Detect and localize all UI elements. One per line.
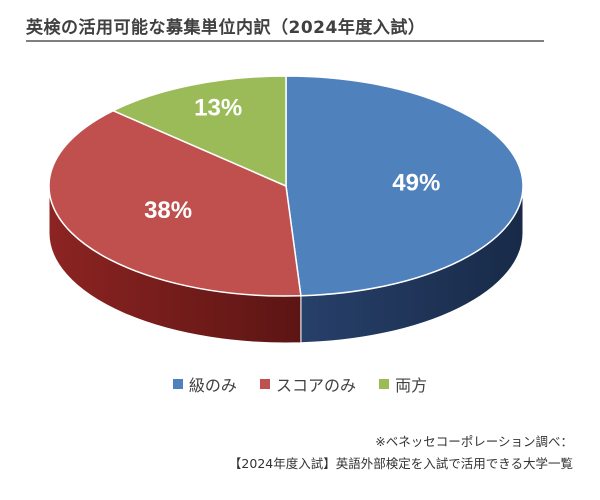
title-underline xyxy=(26,40,544,42)
legend-label-both: 両方 xyxy=(395,376,428,395)
legend-label-score-only: スコアのみ xyxy=(275,376,356,395)
pie-slice-score-only xyxy=(48,109,302,297)
source-line-2: 【2024年度入試】英語外部検定を入試で活用できる大学一覧 xyxy=(228,456,573,471)
legend: 級のみ スコアのみ 両方 xyxy=(0,372,600,396)
data-label-score-only: 38% xyxy=(144,197,192,224)
source-line-1: ※ベネッセコーポレーション調べ： xyxy=(375,434,573,449)
legend-item-score-only: スコアのみ xyxy=(259,372,356,396)
pie-slice-both xyxy=(111,75,287,188)
legend-swatch-grade-only xyxy=(172,379,183,389)
legend-swatch-both xyxy=(379,379,390,389)
data-label-grade-only: 49% xyxy=(392,169,440,196)
legend-item-grade-only: 級のみ xyxy=(172,372,237,396)
legend-label-grade-only: 級のみ xyxy=(188,376,237,395)
chart-title: 英検の活用可能な募集単位内訳（2024年度入試） xyxy=(26,18,426,38)
legend-item-both: 両方 xyxy=(379,372,427,396)
legend-swatch-score-only xyxy=(259,379,270,389)
pie-slice-grade-only xyxy=(285,75,524,297)
pie-tops xyxy=(48,75,524,297)
data-label-both: 13% xyxy=(194,95,242,122)
pie-chart: 49% 38% 13% xyxy=(48,75,524,344)
source-note: ※ベネッセコーポレーション調べ： 【2024年度入試】英語外部検定を入試で活用で… xyxy=(229,431,573,475)
pie-labels: 49% 38% 13% xyxy=(144,95,440,225)
